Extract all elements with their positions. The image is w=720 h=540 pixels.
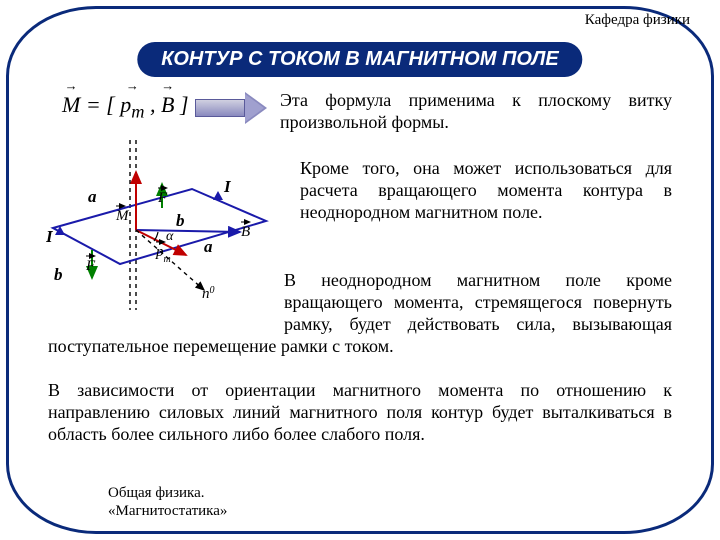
paragraph-3: В неоднородном магнитном поле кроме вращ… [48,270,672,358]
footer-line-1: Общая физика. [108,484,227,502]
svg-text:a: a [204,237,213,256]
svg-text:F: F [157,190,168,206]
svg-text:α: α [166,229,174,244]
block-arrow-icon [195,96,265,120]
svg-text:I: I [223,177,232,196]
svg-text:B: B [241,224,250,240]
paragraph-4: В зависимости от ориентации магнитного м… [48,380,672,446]
footer-line-2: «Магнитостатика» [108,502,227,520]
svg-text:M: M [115,208,130,224]
svg-text:I: I [46,227,54,246]
slide-footer: Общая физика. «Магнитостатика» [108,484,227,520]
svg-text:a: a [88,187,97,206]
torque-formula: M = [ pm , B ] [62,92,189,122]
department-header: Кафедра физики [585,12,690,29]
paragraph-1: Эта формула применима к плоскому витку п… [280,90,672,134]
paragraph-2: Кроме того, она может использоваться для… [300,158,672,224]
slide-title: КОНТУР С ТОКОМ В МАГНИТНОМ ПОЛЕ [137,42,582,77]
svg-text:b: b [176,211,185,230]
